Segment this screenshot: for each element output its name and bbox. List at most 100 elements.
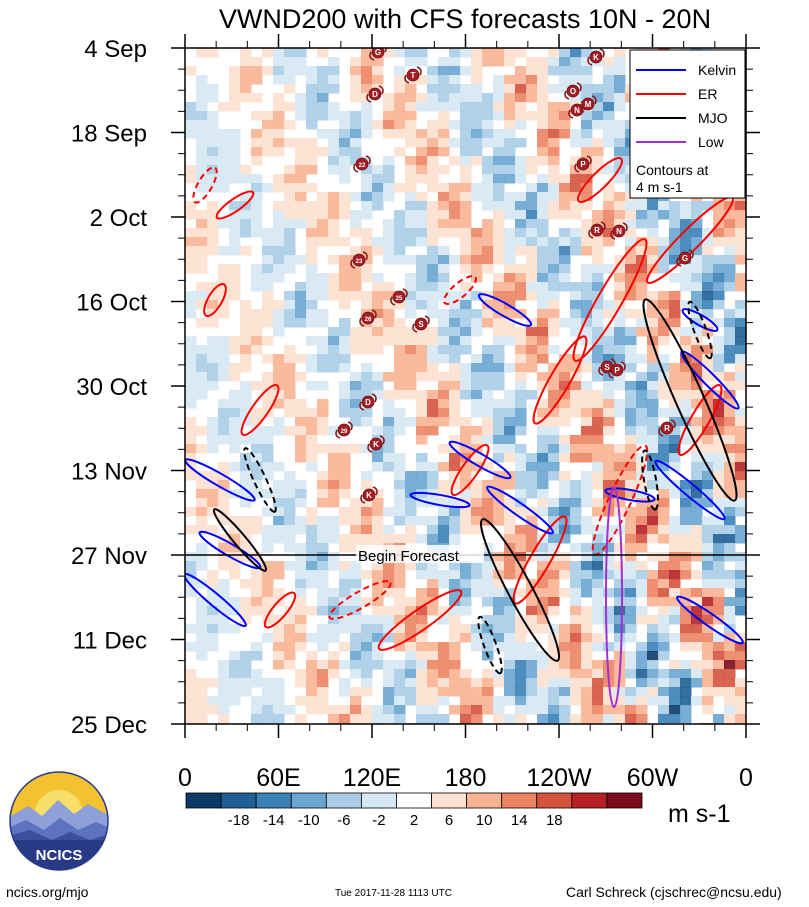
wave-contour — [243, 447, 277, 513]
y-tick-label: 11 Dec — [73, 628, 147, 655]
ncics-logo: NCICS — [9, 771, 109, 871]
colorbar-tick-label: 6 — [445, 812, 453, 829]
wave-contour — [642, 298, 738, 502]
wave-contour — [192, 166, 218, 204]
x-axis: 0 60E 120E 180 120W 60W 0 — [178, 34, 753, 792]
storm-marker-label: S — [418, 320, 424, 329]
wave-contour — [604, 487, 656, 503]
wave-contour — [572, 238, 648, 362]
legend-label: MJO — [698, 110, 728, 126]
colorbar-tick-label: 2 — [410, 812, 418, 829]
storm-marker-label: P — [580, 160, 586, 169]
storm-marker-label: R — [664, 424, 670, 433]
colorbar-swatch — [536, 792, 573, 809]
wave-contour — [450, 444, 490, 496]
storm-marker: P — [608, 361, 626, 379]
wave-contour — [185, 572, 247, 628]
colorbar-swatch — [255, 792, 292, 809]
storm-marker-label: M — [585, 100, 592, 109]
storm-marker-label: K — [366, 491, 372, 500]
y-tick-label: 4 Sep — [84, 36, 147, 63]
wave-contour — [677, 384, 723, 456]
storm-marker-label: 29 — [341, 429, 348, 435]
legend-note-1: Contours at — [636, 162, 708, 178]
x-tick-label: 120E — [343, 764, 401, 792]
wave-contour — [676, 595, 744, 645]
storm-marker-label: P — [614, 366, 620, 375]
colorbar-swatch — [571, 792, 608, 809]
chart-title: VWND200 with CFS forecasts 10N - 20N — [219, 4, 711, 34]
wave-contour — [263, 591, 297, 629]
storm-marker-label: D — [365, 398, 371, 407]
y-tick-label: 25 Dec — [71, 712, 147, 739]
x-tick-label: 60W — [627, 764, 679, 792]
x-tick-label: 0 — [739, 764, 753, 792]
storm-marker: G — [369, 48, 387, 61]
storm-marker-label: K — [373, 440, 379, 449]
storm-marker: N — [610, 222, 628, 240]
colorbar-swatch — [360, 792, 397, 809]
storm-marker: D — [366, 85, 384, 103]
wave-contour — [448, 440, 512, 480]
storm-marker: D — [359, 393, 377, 411]
storm-marker: 22 — [353, 155, 371, 173]
colorbar-tick-label: 18 — [546, 812, 563, 829]
wave-contour — [212, 508, 268, 572]
colorbar-swatch — [220, 792, 257, 809]
y-tick-label: 30 Oct — [76, 374, 147, 401]
footer-timestamp: Tue 2017-11-28 1113 UTC — [335, 888, 452, 899]
legend: Kelvin ER MJO Low Contours at 4 m s-1 — [629, 49, 746, 199]
colorbar-tick-label: -10 — [298, 812, 320, 829]
colorbar-units: m s-1 — [668, 800, 731, 828]
x-tick-label: 60E — [256, 764, 300, 792]
y-tick-label: 16 Oct — [76, 290, 147, 317]
wave-contour — [479, 518, 561, 662]
colorbar-tick-label: 10 — [476, 812, 493, 829]
y-axis: 4 Sep 18 Sep 2 Oct 16 Oct 30 Oct 13 Nov 27 Nov… — [71, 36, 760, 739]
x-tick-label: 180 — [445, 764, 487, 792]
wave-contour — [477, 293, 533, 327]
storm-marker-label: O — [570, 87, 576, 96]
storm-marker: M — [579, 95, 597, 113]
storm-marker: 29 — [335, 421, 353, 439]
storm-marker: 25 — [390, 288, 408, 306]
wave-contour — [377, 589, 463, 651]
wave-contour — [532, 335, 588, 425]
storm-marker: 23 — [350, 251, 368, 269]
colorbar-swatch — [185, 792, 222, 809]
storm-marker-label: T — [411, 71, 416, 80]
storm-marker-label: 26 — [365, 317, 372, 323]
storm-marker-label: S — [604, 363, 610, 372]
storm-marker: G — [676, 249, 694, 267]
storm-marker-label: K — [593, 53, 599, 62]
wave-contour — [577, 157, 623, 203]
colorbar-tick-label: 14 — [511, 812, 528, 829]
y-tick-label: 18 Sep — [71, 121, 147, 148]
logo-text: NCICS — [36, 847, 83, 864]
legend-note-2: 4 m s-1 — [636, 179, 683, 195]
x-tick-label: 120W — [526, 764, 592, 792]
storm-marker: 26 — [359, 309, 377, 327]
storm-marker-label: R — [594, 226, 600, 235]
wave-contour — [443, 275, 477, 305]
wave-contour — [654, 459, 726, 521]
storm-marker: S — [412, 315, 430, 333]
storm-marker-label: G — [682, 254, 688, 263]
colorbar-swatch — [325, 792, 362, 809]
footer-url: ncics.org/mjo — [6, 884, 89, 900]
storm-marker-label: 25 — [396, 296, 403, 302]
colorbar-tick-label: -2 — [372, 812, 385, 829]
forecast-label: Begin Forecast — [358, 548, 460, 565]
storm-marker-label: N — [574, 106, 580, 115]
wave-contour — [641, 449, 659, 511]
legend-label: Low — [698, 134, 725, 150]
storm-marker-label: 23 — [356, 259, 363, 265]
colorbar-swatch — [396, 792, 432, 809]
legend-label: ER — [698, 86, 717, 102]
storm-marker-label: N — [616, 227, 622, 236]
storm-marker: O — [564, 82, 582, 100]
storm-marker: K — [360, 486, 378, 504]
y-tick-label: 27 Nov — [71, 543, 147, 570]
wave-contour — [203, 283, 227, 317]
